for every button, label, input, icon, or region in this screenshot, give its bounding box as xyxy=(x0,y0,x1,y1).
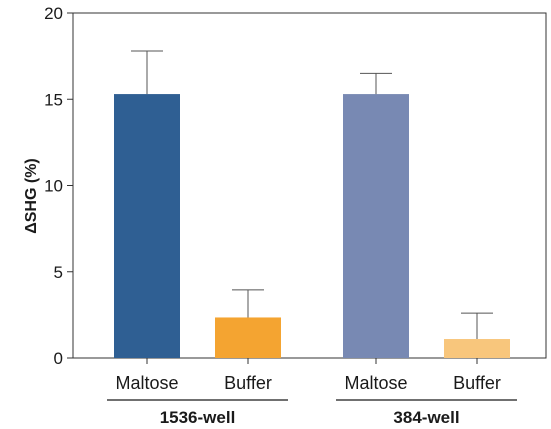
x-tick-label: Buffer xyxy=(453,373,501,393)
x-tick-label: Buffer xyxy=(224,373,272,393)
y-tick-label: 5 xyxy=(54,263,63,282)
x-tick-label: Maltose xyxy=(344,373,407,393)
y-tick-label: 10 xyxy=(44,177,63,196)
bar-maltose-384-well xyxy=(343,94,409,358)
bar-buffer-384-well xyxy=(444,339,510,358)
y-axis-title: ΔSHG (%) xyxy=(23,158,40,234)
plot-area: 0 5 10 15 20 Maltose Buffer Maltose Buffer 1536-w… xyxy=(44,4,547,427)
bar-buffer-1536-well xyxy=(215,317,281,358)
y-tick-label: 20 xyxy=(44,4,63,23)
group-label: 384-well xyxy=(393,408,459,427)
y-tick-label: 0 xyxy=(54,349,63,368)
x-tick-label: Maltose xyxy=(115,373,178,393)
bar-maltose-1536-well xyxy=(114,94,180,358)
y-tick-label: 15 xyxy=(44,90,63,109)
group-label: 1536-well xyxy=(160,408,236,427)
